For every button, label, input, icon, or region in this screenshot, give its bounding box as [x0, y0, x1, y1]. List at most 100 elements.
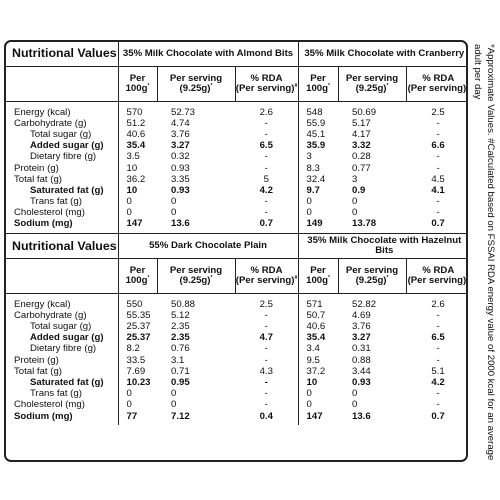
column-header: % RDA(Per serving)#: [235, 258, 299, 295]
nutrient-row: Cholesterol (mg) 0 0-0 0-: [6, 207, 466, 219]
nutrient-value: 0: [171, 399, 177, 411]
nutrient-value: 0.71: [171, 365, 190, 377]
nutrient-value: 2.6: [431, 298, 445, 310]
nutrient-value: 0.4: [235, 411, 299, 426]
nutrient-value: 0: [126, 196, 132, 208]
column-header-line2: (9.25g): [179, 83, 211, 94]
column-header: Per 100g*: [118, 258, 158, 295]
nutrient-value: 35.4: [126, 140, 146, 152]
nutrient-value: 550: [126, 298, 143, 310]
nutrient-value: 571: [306, 298, 323, 310]
nutrient-value: 0.28: [352, 151, 371, 163]
nutrient-label: Trans fat (g): [6, 388, 119, 400]
column-header-line1: % RDA: [250, 72, 283, 84]
nutrient-label: Dietary fibre (g): [6, 344, 119, 355]
nutrient-value: 52.73: [171, 106, 196, 118]
nutrient-value: 10: [126, 184, 138, 196]
nutrient-label: Total sugar (g): [6, 129, 119, 141]
nutrient-value: 3.27: [171, 140, 190, 152]
nutrient-value: 0.7: [406, 218, 466, 235]
column-header: % RDA(Per serving)#: [406, 66, 468, 102]
nutrient-value: 3.76: [352, 321, 371, 332]
nutrient-value: 0: [306, 399, 312, 411]
column-header-mark: #: [466, 83, 468, 89]
nutrition-table: Nutritional Values 35% Milk Chocolate wit…: [6, 42, 468, 426]
nutrient-value: 55.35: [126, 309, 151, 321]
nutrient-row: Carbohydrate (g) 51.2 4.74-55.9 5.17-: [6, 117, 466, 130]
column-header-mark: *: [147, 83, 150, 89]
nutrient-value: 570: [126, 106, 143, 118]
nutrient-value: 0.31: [352, 343, 371, 355]
section-title: Nutritional Values: [6, 42, 119, 67]
nutrient-value: 8.3: [306, 162, 320, 174]
column-header-line2: (Per serving): [235, 83, 295, 94]
nutrient-value: -: [235, 377, 299, 389]
nutrient-value: 3.76: [171, 128, 190, 140]
nutrient-value: 50.7: [306, 309, 326, 321]
column-header: Per serving (9.25g)*: [157, 66, 236, 102]
nutrient-value: 0: [306, 388, 312, 400]
nutrient-value: 0.93: [171, 184, 190, 196]
nutrient-value: 0: [171, 388, 177, 400]
nutrient-value: 10: [306, 376, 318, 388]
nutrient-value: 0: [126, 207, 132, 219]
nutrient-label: Carbohydrate (g): [6, 118, 119, 130]
nutrient-value: 3.27: [352, 332, 371, 344]
nutrient-value: -: [235, 310, 299, 322]
column-header: Per serving (9.25g)*: [157, 258, 236, 295]
nutrient-value: 45.1: [306, 128, 326, 140]
column-header-mark: *: [327, 83, 330, 89]
column-header: Per 100g*: [298, 258, 339, 295]
section-title: Nutritional Values: [6, 233, 119, 260]
nutrient-value: -: [436, 151, 440, 163]
column-header-line1: Per serving: [169, 72, 223, 84]
nutrient-value: -: [436, 388, 440, 400]
nutrient-value: 3.32: [352, 140, 371, 152]
nutrient-value: 3: [352, 173, 358, 185]
nutrient-value: 0: [171, 196, 177, 208]
column-header: Per 100g*: [118, 66, 158, 102]
nutrient-value: 3.44: [352, 365, 371, 377]
footnote-text: *Approximate Values. #Calculated based o…: [472, 44, 496, 461]
column-header-mark: *: [210, 275, 213, 282]
column-header-mark: *: [327, 275, 330, 282]
nutrient-value: 0.7: [235, 218, 299, 235]
nutrient-value: 25.37: [126, 332, 151, 344]
column-header-mark: #: [294, 83, 298, 89]
nutrient-value: 0: [352, 196, 358, 208]
nutrient-value: 4.74: [171, 117, 190, 129]
nutrient-row: Total sugar (g) 40.6 3.76-45.1 4.17-: [6, 128, 466, 141]
nutrient-row: Added sugar (g) 35.4 3.27 6.5 35.9 3.32 6.6: [6, 140, 466, 152]
column-header-mark: *: [386, 275, 389, 282]
nutrient-value: 4.5: [431, 173, 445, 185]
nutrient-value: 52.82: [352, 298, 377, 310]
nutrient-value: 32.4: [306, 173, 326, 185]
nutrient-value: 6.5: [431, 332, 445, 344]
nutrient-row: Sodium (mg) 147 13.6 0.7 149 13.78 0.7: [6, 218, 466, 235]
nutrient-value: -: [436, 128, 440, 140]
nutrient-value: -: [436, 196, 440, 208]
column-header-line2: (Per serving): [235, 275, 295, 287]
nutrient-value: 50.88: [171, 298, 196, 310]
column-header-line2: (9.25g): [179, 275, 211, 287]
nutrient-value: 50.69: [352, 106, 377, 118]
nutrient-label: Saturated fat (g): [6, 185, 119, 197]
column-header-mark: #: [294, 275, 298, 282]
footnote: *Approximate Values. #Calculated based o…: [471, 44, 497, 464]
nutrient-value: 0.93: [171, 162, 190, 174]
nutrient-value: 13.6: [157, 218, 235, 235]
column-header-line2: (9.25g): [355, 83, 387, 94]
nutrient-value: 149: [298, 218, 339, 235]
column-header-line2: 100g: [125, 83, 148, 94]
nutrient-value: 2.35: [171, 332, 190, 344]
column-header-row: Per 100g* Per serving (9.25g)*% RDA (Per ser…: [6, 258, 466, 295]
nutrient-value: 4.2: [235, 185, 299, 197]
nutrient-value: 0.77: [352, 162, 371, 174]
nutrient-value: 4.3: [235, 366, 299, 378]
nutrient-value: 2.5: [235, 293, 299, 311]
column-header-mark: *: [386, 83, 389, 89]
column-header-line2: (9.25g): [355, 275, 387, 287]
nutrient-label: Protein (g): [6, 355, 119, 367]
nutrient-value: 0.76: [171, 343, 190, 355]
nutrient-value: -: [436, 399, 440, 411]
